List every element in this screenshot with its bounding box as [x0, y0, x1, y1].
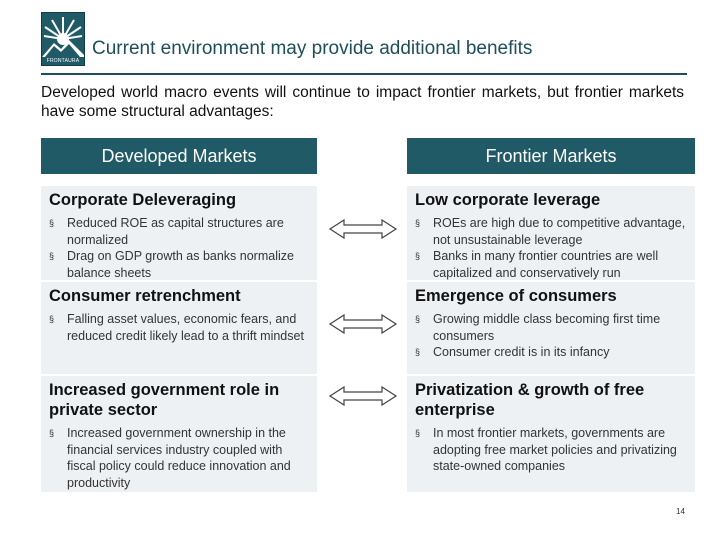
cell-developed-row-3: Increased government role in private sec… [41, 376, 317, 492]
cell-frontier-row-2: Emergence of consumers § Growing middle c… [407, 282, 695, 374]
bullet-item: § In most frontier markets, governments a… [415, 425, 689, 475]
header-developed-markets: Developed Markets [41, 138, 317, 174]
bullet-text: Reduced ROE as capital structures are no… [67, 216, 284, 247]
page-title: Current environment may provide addition… [92, 38, 533, 59]
cell-title: Consumer retrenchment [49, 287, 241, 305]
bullet-list: § ROEs are high due to competitive advant… [415, 215, 689, 281]
bullet-item: § Falling asset values, economic fears, a… [49, 311, 311, 344]
bullet-list: § Falling asset values, economic fears, a… [49, 311, 311, 344]
bullet-text: Banks in many frontier countries are wel… [433, 249, 659, 280]
bullet-text: In most frontier markets, governments ar… [433, 426, 677, 473]
bullet-marker: § [49, 251, 55, 261]
bullet-item: § Banks in many frontier countries are we… [415, 248, 689, 281]
cell-developed-row-2: Consumer retrenchment § Falling asset val… [41, 282, 317, 374]
bullet-marker: § [415, 218, 421, 228]
bullet-marker: § [49, 314, 55, 324]
bullet-list: § Growing middle class becoming first tim… [415, 311, 689, 361]
sunburst-mountain-logo-icon [42, 17, 84, 57]
double-headed-arrow-icon [328, 313, 398, 335]
bullet-list: § In most frontier markets, governments a… [415, 425, 689, 475]
cell-title: Emergence of consumers [415, 287, 617, 305]
intro-text: Developed world macro events will contin… [41, 84, 684, 120]
bullet-item: § Reduced ROE as capital structures are n… [49, 215, 311, 248]
bullet-marker: § [415, 428, 421, 438]
double-headed-arrow-icon [328, 385, 398, 407]
bullet-item: § Drag on GDP growth as banks normalize b… [49, 248, 311, 281]
cell-title: Increased government role in private sec… [49, 381, 280, 419]
cell-title: Privatization & growth of free enterpris… [415, 381, 645, 419]
bullet-item: § ROEs are high due to competitive advant… [415, 215, 689, 248]
logo-text: FRONTAURA [46, 58, 80, 64]
bullet-text: Increased government ownership in the fi… [67, 426, 291, 490]
bullet-item: § Consumer credit is in its infancy [415, 344, 689, 361]
bullet-marker: § [415, 347, 421, 357]
cell-developed-row-1: Corporate Deleveraging § Reduced ROE as c… [41, 186, 317, 280]
bullet-text: Falling asset values, economic fears, an… [67, 312, 304, 343]
title-divider [41, 73, 687, 75]
bullet-text: ROEs are high due to competitive advanta… [433, 216, 686, 247]
bullet-item: § Increased government ownership in the f… [49, 425, 311, 491]
double-headed-arrow-icon [328, 218, 398, 240]
bullet-text: Consumer credit is in its infancy [433, 345, 610, 359]
cell-title: Low corporate leverage [415, 191, 601, 209]
bullet-marker: § [49, 428, 55, 438]
header-frontier-markets: Frontier Markets [407, 138, 695, 174]
cell-title: Corporate Deleveraging [49, 191, 237, 209]
bullet-text: Drag on GDP growth as banks normalize ba… [67, 249, 294, 280]
bullet-marker: § [49, 218, 55, 228]
bullet-list: § Reduced ROE as capital structures are n… [49, 215, 311, 281]
bullet-marker: § [415, 314, 421, 324]
bullet-item: § Growing middle class becoming first tim… [415, 311, 689, 344]
page-number: 14 [676, 507, 685, 516]
bullet-marker: § [415, 251, 421, 261]
company-logo: FRONTAURA [41, 12, 85, 66]
bullet-text: Growing middle class becoming first time… [433, 312, 661, 343]
cell-frontier-row-1: Low corporate leverage § ROEs are high du… [407, 186, 695, 280]
bullet-list: § Increased government ownership in the f… [49, 425, 311, 491]
cell-frontier-row-3: Privatization & growth of free enterpris… [407, 376, 695, 492]
